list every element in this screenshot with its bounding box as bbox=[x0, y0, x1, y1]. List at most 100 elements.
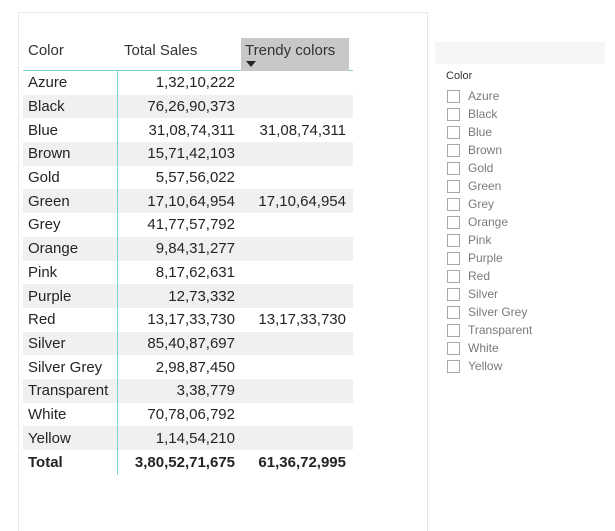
cell-total-sales: 17,10,64,954 bbox=[147, 192, 235, 210]
cell-trendy-colors: 31,08,74,311 bbox=[259, 121, 346, 139]
table-row[interactable]: Pink 8,17,62,631 bbox=[23, 260, 353, 285]
slicer-item-label: Red bbox=[468, 269, 491, 283]
slicer-item[interactable]: Silver bbox=[446, 285, 606, 303]
table-row[interactable]: Silver 85,40,87,697 bbox=[23, 331, 353, 356]
column-header-total-sales[interactable]: Total Sales bbox=[124, 42, 198, 59]
cell-total-sales: 41,77,57,792 bbox=[147, 216, 235, 234]
slicer-item-label: Blue bbox=[468, 125, 493, 139]
slicer-item[interactable]: Red bbox=[446, 267, 606, 285]
color-slicer: Color Azure Black Blue Brown Gold Green Grey Or… bbox=[446, 70, 606, 375]
checkbox-icon[interactable] bbox=[447, 161, 460, 175]
cell-color: White bbox=[23, 402, 118, 427]
cell-color: Brown bbox=[23, 142, 118, 166]
checkbox-icon[interactable] bbox=[447, 269, 460, 283]
table-row[interactable]: Brown 15,71,42,103 bbox=[23, 142, 353, 166]
slicer-item[interactable]: Silver Grey bbox=[446, 303, 606, 321]
slicer-item[interactable]: Grey bbox=[446, 195, 606, 213]
table-row[interactable]: Red 13,17,33,730 13,17,33,730 bbox=[23, 307, 353, 332]
slicer-item-label: Pink bbox=[468, 233, 492, 247]
slicer-title: Color bbox=[446, 70, 473, 82]
table-row[interactable]: Yellow 1,14,54,210 bbox=[23, 426, 353, 450]
checkbox-icon[interactable] bbox=[447, 143, 460, 157]
slicer-item[interactable]: Blue bbox=[446, 123, 606, 141]
slicer-item[interactable]: Black bbox=[446, 105, 606, 123]
slicer-item-label: Brown bbox=[468, 143, 503, 157]
slicer-item[interactable]: Gold bbox=[446, 159, 606, 177]
cell-total-sales: 13,17,33,730 bbox=[147, 311, 235, 329]
cell-color: Azure bbox=[23, 71, 118, 95]
checkbox-icon[interactable] bbox=[447, 179, 460, 193]
column-header-color[interactable]: Color bbox=[28, 42, 64, 59]
slicer-item[interactable]: Yellow bbox=[446, 357, 606, 375]
table-row[interactable]: Gold 5,57,56,022 bbox=[23, 165, 353, 190]
slicer-item[interactable]: Transparent bbox=[446, 321, 606, 339]
slicer-item-label: Purple bbox=[468, 251, 503, 265]
checkbox-icon[interactable] bbox=[447, 125, 460, 139]
total-trendy-value: 61,36,72,995 bbox=[258, 454, 346, 471]
cell-color: Green bbox=[23, 189, 118, 214]
slicer-item[interactable]: Pink bbox=[446, 231, 606, 249]
slicer-item[interactable]: Orange bbox=[446, 213, 606, 231]
checkbox-icon[interactable] bbox=[447, 359, 460, 373]
cell-trendy-colors: 17,10,64,954 bbox=[258, 192, 346, 210]
cell-color: Orange bbox=[23, 236, 118, 261]
slicer-item-label: Grey bbox=[468, 197, 495, 211]
checkbox-icon[interactable] bbox=[447, 323, 460, 337]
checkbox-icon[interactable] bbox=[447, 251, 460, 265]
slicer-item[interactable]: Green bbox=[446, 177, 606, 195]
cell-total-sales: 1,14,54,210 bbox=[155, 429, 235, 447]
table-row[interactable]: Grey 41,77,57,792 bbox=[23, 213, 353, 237]
table-row[interactable]: Purple 12,73,332 bbox=[23, 284, 353, 308]
cell-total-sales: 12,73,332 bbox=[168, 287, 235, 305]
table-header-row: Color Total Sales Trendy colors bbox=[23, 38, 353, 71]
checkbox-icon[interactable] bbox=[447, 197, 460, 211]
column-header-trendy-colors[interactable]: Trendy colors bbox=[241, 38, 349, 71]
cell-color: Pink bbox=[23, 260, 118, 285]
table-row[interactable]: Green 17,10,64,954 17,10,64,954 bbox=[23, 189, 353, 214]
cell-total-sales: 31,08,74,311 bbox=[148, 121, 235, 139]
checkbox-icon[interactable] bbox=[447, 89, 460, 103]
table-row[interactable]: Azure 1,32,10,222 bbox=[23, 71, 353, 95]
slicer-item-label: Green bbox=[468, 179, 502, 193]
slicer-item[interactable]: Purple bbox=[446, 249, 606, 267]
table-row[interactable]: Orange 9,84,31,277 bbox=[23, 236, 353, 261]
slicer-item[interactable]: White bbox=[446, 339, 606, 357]
slicer-item[interactable]: Azure bbox=[446, 87, 606, 105]
slicer-item-label: Black bbox=[468, 107, 498, 121]
cell-total-sales: 8,17,62,631 bbox=[155, 263, 235, 281]
cell-color: Silver Grey bbox=[23, 355, 118, 379]
slicer-item-label: Silver Grey bbox=[468, 305, 528, 319]
total-sales-value: 3,80,52,71,675 bbox=[134, 454, 235, 471]
sort-descending-icon[interactable] bbox=[246, 61, 256, 67]
cell-color: Blue bbox=[23, 118, 118, 143]
cell-color: Purple bbox=[23, 284, 118, 308]
cell-color: Grey bbox=[23, 213, 118, 237]
slicer-item-label: White bbox=[468, 341, 499, 355]
table-row[interactable]: Blue 31,08,74,311 31,08,74,311 bbox=[23, 118, 353, 143]
checkbox-icon[interactable] bbox=[447, 341, 460, 355]
slicer-item-label: Yellow bbox=[468, 359, 503, 373]
slicer-item[interactable]: Brown bbox=[446, 141, 606, 159]
table-total-row: Total 3,80,52,71,675 61,36,72,995 bbox=[23, 450, 353, 475]
checkbox-icon[interactable] bbox=[447, 215, 460, 229]
checkbox-icon[interactable] bbox=[447, 107, 460, 121]
table-row[interactable]: Transparent 3,38,779 bbox=[23, 378, 353, 403]
slicer-item-label: Gold bbox=[468, 161, 494, 175]
cell-total-sales: 15,71,42,103 bbox=[147, 145, 235, 163]
slicer-item-label: Transparent bbox=[468, 323, 533, 337]
cell-color: Yellow bbox=[23, 426, 118, 450]
table-row[interactable]: Silver Grey 2,98,87,450 bbox=[23, 355, 353, 379]
table-row[interactable]: White 70,78,06,792 bbox=[23, 402, 353, 427]
slicer-item-label: Silver bbox=[468, 287, 499, 301]
checkbox-icon[interactable] bbox=[447, 305, 460, 319]
checkbox-icon[interactable] bbox=[447, 233, 460, 247]
table-body: Azure 1,32,10,222 Black 76,26,90,373 Blue 31,… bbox=[23, 71, 353, 450]
cell-total-sales: 2,98,87,450 bbox=[155, 358, 235, 376]
table-visual[interactable]: Color Total Sales Trendy colors Azure 1,3… bbox=[18, 12, 428, 531]
cell-color: Silver bbox=[23, 331, 118, 356]
slicer-header-bar[interactable] bbox=[435, 42, 605, 64]
checkbox-icon[interactable] bbox=[447, 287, 460, 301]
column-header-trendy-colors-label: Trendy colors bbox=[245, 42, 336, 59]
table-row[interactable]: Black 76,26,90,373 bbox=[23, 94, 353, 119]
